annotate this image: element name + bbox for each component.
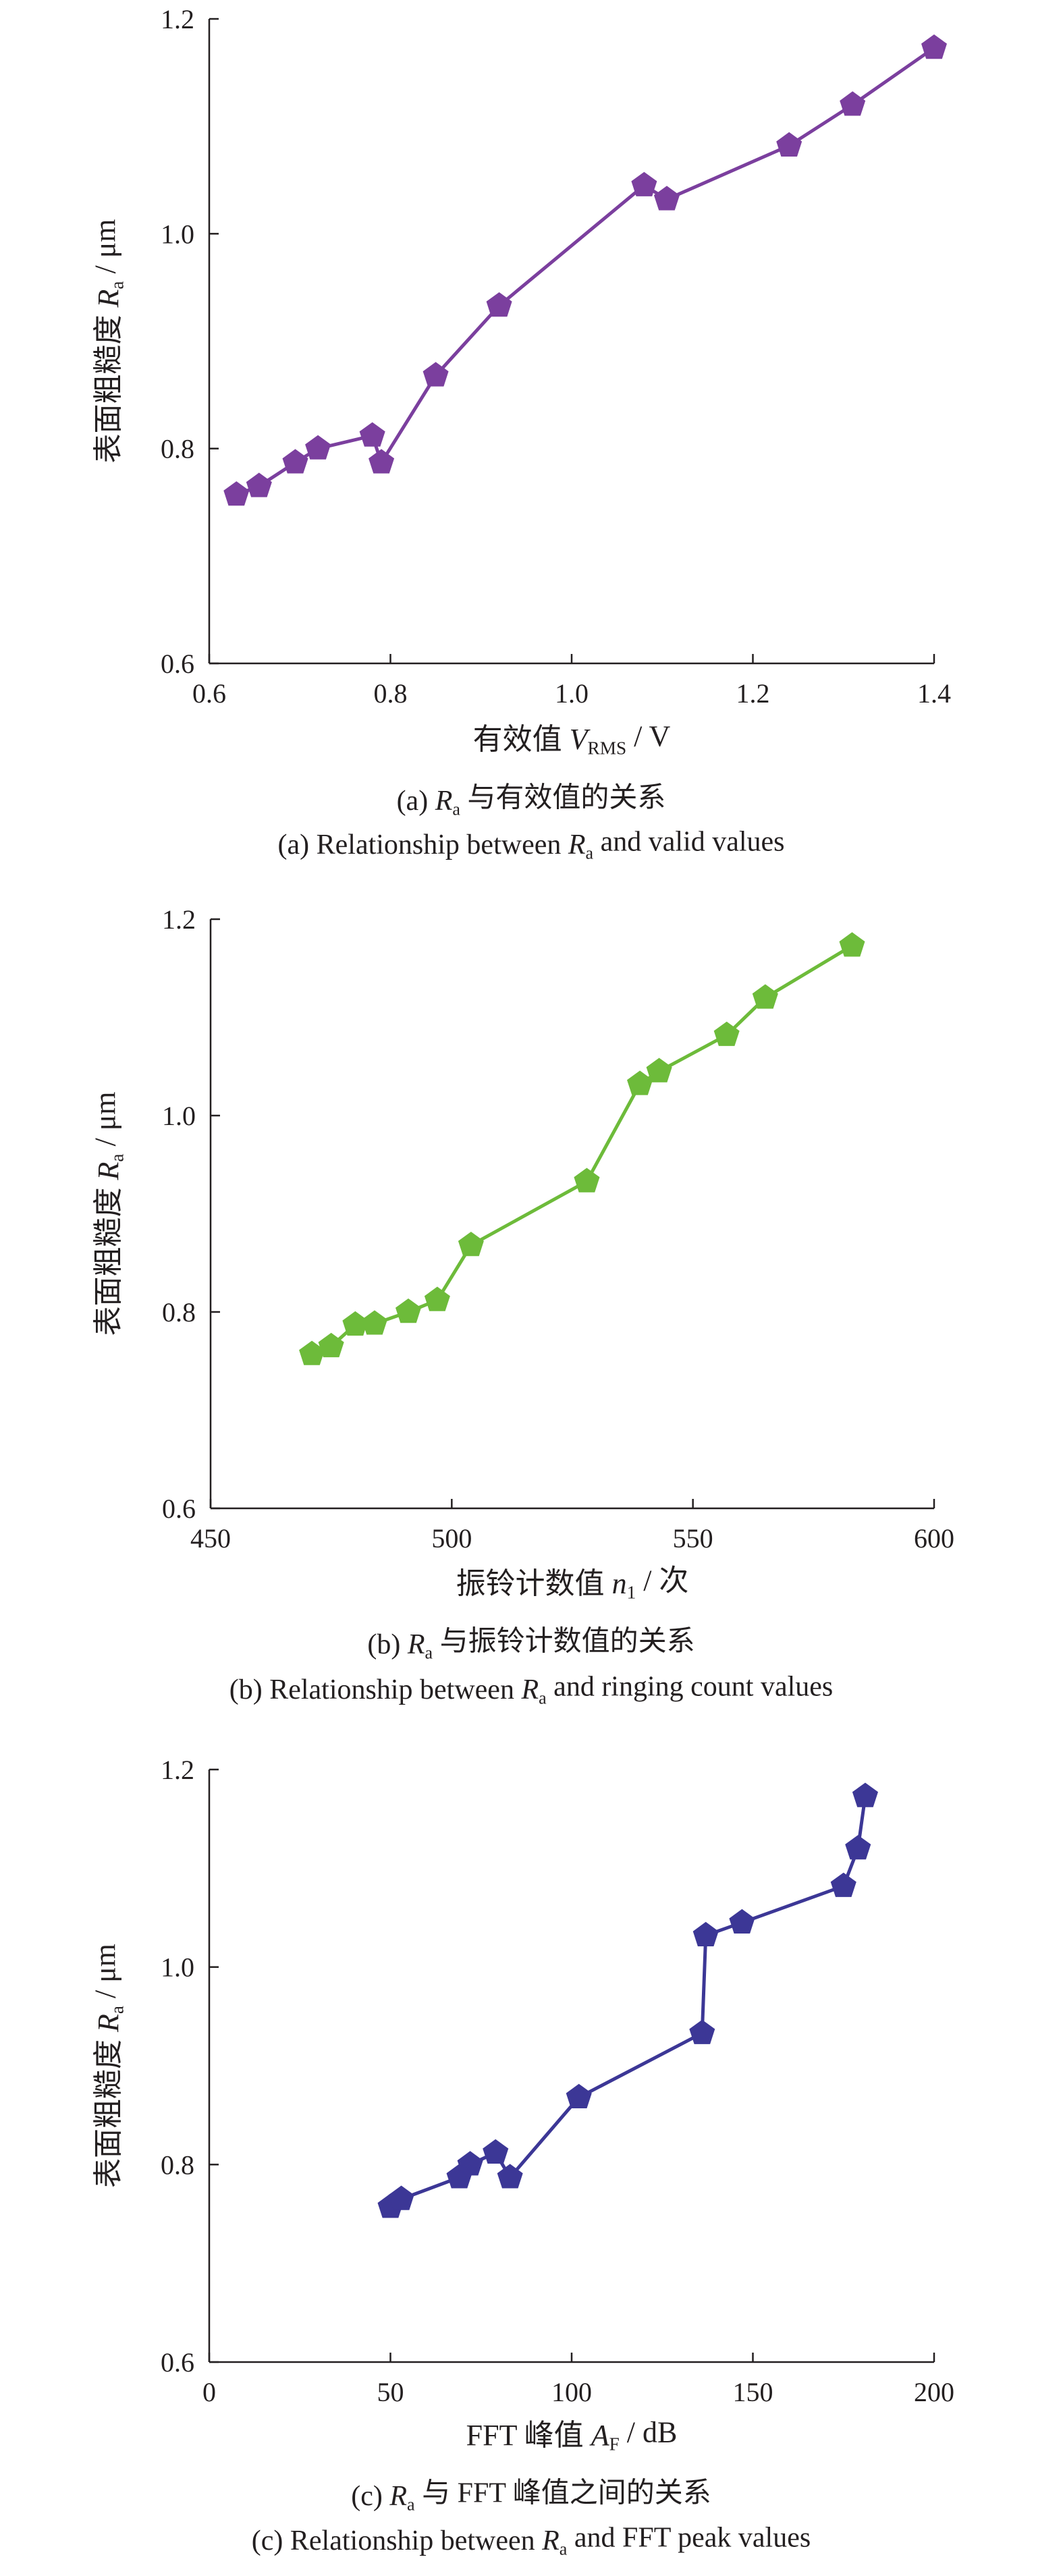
data-point	[486, 292, 512, 317]
data-point	[362, 1310, 387, 1335]
chart-panel-3: 0 50 100 150 200 0.6 0.8 1.0 1.2 FFT 峰值 AF / dB 表面…	[88, 1755, 954, 2558]
caption-english: (c) Relationship between Ra and FFT peak…	[252, 2523, 811, 2559]
caption-chinese: (a) Ra 与有效值的关系	[397, 783, 666, 819]
y-tick-label: 0.6	[161, 649, 194, 679]
data-point	[299, 1340, 325, 1365]
y-tick-label: 1.0	[161, 1952, 194, 1983]
caption-chinese: (b) Ra 与振铃计数值的关系	[367, 1626, 694, 1663]
caption-english: (b) Relationship between Ra and ringing …	[229, 1672, 834, 1708]
data-point	[840, 91, 866, 116]
x-axis-label: 有效值 VRMS / V	[473, 719, 671, 758]
data-point	[689, 2019, 715, 2044]
caption-english: (a) Relationship between Ra and valid va…	[278, 827, 785, 863]
data-point	[318, 1332, 344, 1358]
data-point	[713, 1021, 740, 1046]
data-point	[776, 132, 802, 157]
data-point	[246, 472, 272, 497]
y-tick-label: 0.8	[161, 2149, 194, 2180]
x-tick-label: 1.0	[555, 678, 589, 709]
series-line	[236, 46, 935, 497]
y-axis-label: 表面粗糙度 Ra / μm	[88, 219, 127, 463]
x-tick-label: 50	[377, 2377, 404, 2407]
data-point	[305, 435, 331, 460]
y-tick-label: 1.0	[161, 219, 194, 249]
y-tick-label: 1.2	[162, 904, 196, 935]
y-tick-label: 0.6	[161, 2347, 194, 2378]
data-point	[646, 1058, 672, 1083]
x-tick-label: 200	[914, 2377, 954, 2407]
series-line	[389, 1796, 867, 2209]
data-point	[653, 186, 680, 211]
data-point	[282, 449, 308, 474]
y-tick-label: 1.2	[161, 1755, 194, 1785]
chart-panel-2: 450 500 550 600 0.6 0.8 1.0 1.2 振铃计数值 n1 / 次 表面粗糙…	[88, 904, 954, 1707]
data-point	[359, 422, 385, 447]
data-point	[457, 2151, 483, 2176]
data-point	[342, 1311, 369, 1336]
data-point	[921, 34, 947, 59]
data-point	[692, 1921, 719, 1946]
x-tick-label: 450	[190, 1523, 231, 1554]
x-tick-label: 100	[551, 2377, 592, 2407]
y-tick-label: 0.6	[162, 1493, 196, 1524]
caption-chinese: (c) Ra 与 FFT 峰值之间的关系	[351, 2478, 711, 2515]
data-point	[574, 1168, 600, 1193]
data-point	[839, 932, 865, 957]
data-point	[423, 362, 449, 387]
y-tick-label: 0.8	[161, 434, 194, 464]
data-point	[729, 1909, 755, 1934]
data-point	[424, 1286, 450, 1311]
x-tick-label: 1.2	[736, 678, 770, 709]
data-point	[627, 1070, 653, 1095]
x-tick-label: 0.8	[374, 678, 408, 709]
y-axis-label: 表面粗糙度 Ra / μm	[88, 1091, 127, 1336]
x-tick-label: 150	[733, 2377, 773, 2407]
x-axis-label: 振铃计数值 n1 / 次	[456, 1564, 689, 1602]
data-point	[566, 2083, 592, 2108]
x-axis-label: FFT 峰值 AF / dB	[466, 2415, 678, 2454]
y-tick-label: 1.0	[162, 1101, 196, 1131]
data-point	[752, 984, 778, 1009]
y-axis-label: 表面粗糙度 Ra / μm	[88, 1944, 127, 2188]
x-tick-label: 600	[914, 1523, 954, 1554]
x-tick-label: 500	[431, 1523, 472, 1554]
data-point	[458, 1232, 484, 1257]
x-tick-label: 550	[673, 1523, 713, 1554]
data-point	[483, 2139, 509, 2164]
data-point	[631, 171, 657, 196]
data-point	[845, 1835, 871, 1860]
data-point	[223, 481, 250, 506]
y-tick-label: 0.8	[162, 1297, 196, 1327]
data-point	[388, 2185, 414, 2210]
x-tick-label: 0	[202, 2377, 216, 2407]
data-point	[497, 2164, 523, 2189]
x-tick-label: 1.4	[917, 678, 951, 709]
chart-panel-1: 0.6 0.8 1.0 1.2 1.4 0.6 0.8 1.0 1.2 有效值 VRMS / V 表…	[88, 4, 951, 862]
x-tick-label: 0.6	[192, 678, 226, 709]
y-tick-label: 1.2	[161, 4, 194, 34]
data-point	[830, 1872, 856, 1897]
data-point	[369, 449, 395, 474]
data-point	[396, 1298, 421, 1323]
data-point	[852, 1782, 878, 1807]
